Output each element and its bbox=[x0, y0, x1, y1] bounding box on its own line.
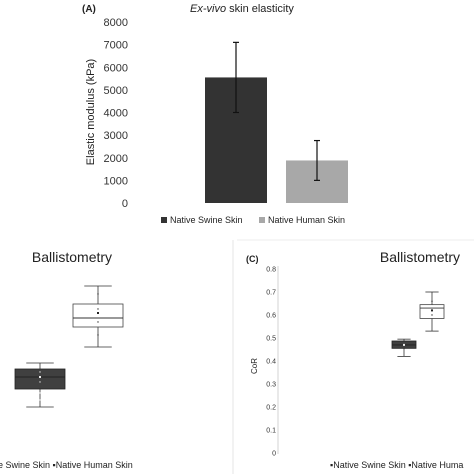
cor-tick-label: 0.6 bbox=[266, 313, 276, 320]
y-tick-label: 7000 bbox=[104, 40, 128, 52]
panel-c: (C) Ballistometry CoR 0.8 0.7 0.6 0.5 0.4 0.3… bbox=[246, 249, 463, 470]
error-bars bbox=[233, 41, 320, 181]
y-tick-label: 6000 bbox=[104, 62, 128, 74]
cor-box-plots bbox=[391, 291, 445, 357]
cor-tick-label: 0.7 bbox=[266, 290, 276, 297]
cor-box-native-swine-skin bbox=[391, 338, 417, 357]
y-tick-label: 8000 bbox=[104, 17, 128, 29]
panel-b: Ballistometry e Swine Skin ▪Native Human… bbox=[0, 249, 133, 470]
cor-tick-label: 0 bbox=[272, 451, 276, 458]
panel-a-title-italic: Ex-vivo bbox=[190, 3, 226, 15]
panel-b-title: Ballistometry bbox=[32, 249, 112, 265]
legend-swatch-swine bbox=[161, 217, 167, 223]
y-axis-label: Elastic modulus (kPa) bbox=[85, 59, 97, 165]
y-tick-label: 0 bbox=[122, 198, 128, 210]
error-bar bbox=[233, 41, 239, 114]
panel-c-legend: ▪Native Swine Skin ▪Native Huma bbox=[330, 460, 463, 470]
box-native-swine-skin bbox=[14, 362, 66, 408]
cor-tick-label: 0.3 bbox=[266, 382, 276, 389]
box-plots bbox=[14, 285, 124, 408]
panel-a-title: Ex-vivo skin elasticity bbox=[190, 3, 294, 15]
cor-tick-label: 0.4 bbox=[266, 359, 276, 366]
y-tick-label: 1000 bbox=[104, 175, 128, 187]
error-bar bbox=[314, 139, 320, 181]
cor-tick-label: 0.2 bbox=[266, 405, 276, 412]
box-native-human-skin bbox=[72, 285, 124, 348]
y-tick-label: 4000 bbox=[104, 108, 128, 120]
panel-a: (A) Ex-vivo skin elasticity Elastic modu… bbox=[82, 3, 348, 225]
panel-b-legend: e Swine Skin ▪Native Human Skin bbox=[0, 460, 133, 470]
cor-box-native-human-skin bbox=[419, 291, 445, 332]
cor-tick-label: 0.5 bbox=[266, 336, 276, 343]
cor-tick-labels: 0.8 0.7 0.6 0.5 0.4 0.3 0.2 0.1 0 bbox=[266, 267, 276, 458]
cor-axis-label: CoR bbox=[250, 358, 259, 374]
legend-swatch-human bbox=[259, 217, 265, 223]
legend-label-swine: Native Swine Skin bbox=[170, 215, 243, 225]
legend: Native Swine Skin Native Human Skin bbox=[161, 215, 345, 225]
panel-c-label: (C) bbox=[246, 254, 259, 264]
y-tick-label: 2000 bbox=[104, 153, 128, 165]
panel-a-title-rest: skin elasticity bbox=[226, 3, 294, 15]
panel-a-label: (A) bbox=[82, 4, 96, 15]
y-tick-labels: 8000 7000 6000 5000 4000 3000 2000 1000 0 bbox=[104, 17, 128, 210]
bars bbox=[205, 77, 348, 203]
y-tick-label: 3000 bbox=[104, 130, 128, 142]
cor-tick-label: 0.1 bbox=[266, 428, 276, 435]
legend-label-human: Native Human Skin bbox=[268, 215, 345, 225]
y-tick-label: 5000 bbox=[104, 85, 128, 97]
panel-c-title: Ballistometry bbox=[380, 249, 460, 265]
cor-tick-label: 0.8 bbox=[266, 267, 276, 274]
